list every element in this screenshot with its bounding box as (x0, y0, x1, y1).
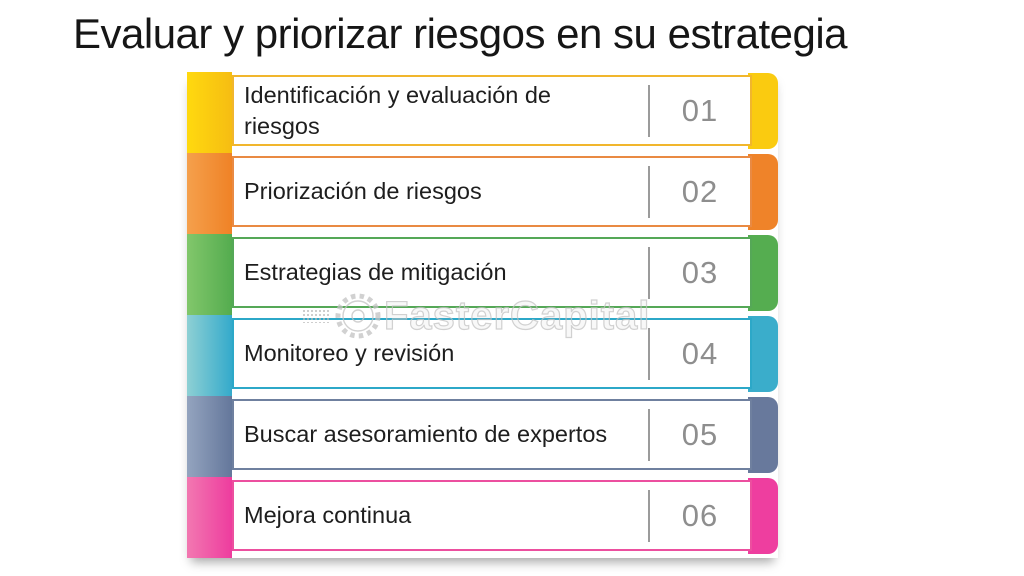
step-card: Identificación y evaluación de riesgos 0… (232, 75, 752, 146)
left-color-tab (187, 315, 232, 396)
step-number: 05 (681, 416, 719, 452)
right-color-tab (748, 397, 778, 473)
step-row-3: Estrategias de mitigación 03 (187, 234, 778, 315)
steps-list: Identificación y evaluación de riesgos 0… (187, 72, 778, 558)
step-number: 02 (681, 173, 719, 209)
vertical-divider (648, 327, 650, 380)
right-color-tab (748, 73, 778, 149)
step-label: Monitoreo y revisión (244, 340, 455, 366)
step-label: Priorización de riesgos (244, 178, 482, 204)
vertical-divider (648, 408, 650, 461)
step-label: Identificación y evaluación de riesgos (244, 81, 552, 139)
step-row-5: Buscar asesoramiento de expertos 05 (187, 396, 778, 477)
step-number: 01 (681, 92, 719, 128)
left-color-tab (187, 72, 232, 153)
step-row-1: Identificación y evaluación de riesgos 0… (187, 72, 778, 153)
step-label: Mejora continua (244, 502, 412, 528)
vertical-divider (648, 84, 650, 137)
step-label: Buscar asesoramiento de expertos (244, 421, 608, 447)
right-color-tab (748, 478, 778, 554)
left-color-tab (187, 153, 232, 234)
step-row-6: Mejora continua 06 (187, 477, 778, 558)
vertical-divider (648, 246, 650, 299)
step-row-2: Priorización de riesgos 02 (187, 153, 778, 234)
step-number: 06 (681, 497, 719, 533)
step-card: Priorización de riesgos 02 (232, 156, 752, 227)
step-row-4: Monitoreo y revisión 04 (187, 315, 778, 396)
vertical-divider (648, 165, 650, 218)
right-color-tab (748, 154, 778, 230)
right-color-tab (748, 235, 778, 311)
step-label: Estrategias de mitigación (244, 259, 507, 285)
step-card: Mejora continua 06 (232, 480, 752, 551)
step-card: Buscar asesoramiento de expertos 05 (232, 399, 752, 470)
step-number: 04 (681, 335, 719, 371)
left-color-tab (187, 396, 232, 477)
vertical-divider (648, 489, 650, 542)
left-color-tab (187, 234, 232, 315)
step-number: 03 (681, 254, 719, 290)
left-color-tab (187, 477, 232, 558)
right-color-tab (748, 316, 778, 392)
step-card: Monitoreo y revisión 04 (232, 318, 752, 389)
step-card: Estrategias de mitigación 03 (232, 237, 752, 308)
page-title: Evaluar y priorizar riesgos en su estrat… (73, 10, 848, 57)
